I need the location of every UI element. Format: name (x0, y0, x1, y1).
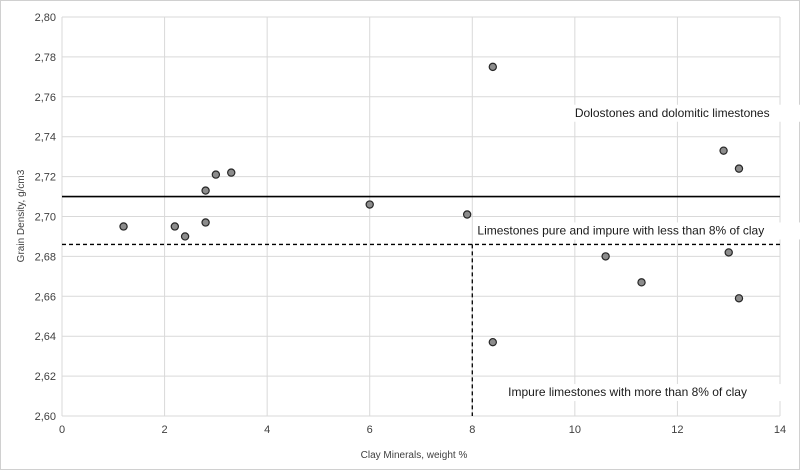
y-tick-label: 2,78 (35, 52, 56, 64)
data-point (719, 146, 728, 155)
y-tick-label: 2,60 (35, 411, 56, 423)
x-axis-title: Clay Minerals, weight % (361, 450, 468, 461)
data-point (488, 62, 497, 72)
x-tick-label: 12 (671, 424, 683, 436)
data-point (119, 222, 128, 231)
x-tick-label: 10 (569, 424, 581, 436)
data-point (227, 168, 236, 177)
x-tick-label: 0 (59, 424, 65, 436)
y-tick-label: 2,66 (35, 291, 56, 303)
x-tick-label: 14 (774, 424, 786, 436)
data-point (724, 248, 733, 257)
x-tick-labels: 0 2 4 6 8 10 12 14 (59, 424, 786, 436)
y-tick-label: 2,80 (35, 12, 56, 24)
reference-lines (62, 195, 780, 416)
x-tick-label: 2 (162, 424, 168, 436)
data-point (211, 170, 221, 179)
data-point (180, 232, 190, 241)
y-tick-label: 2,62 (35, 371, 56, 383)
data-point (201, 218, 210, 227)
y-tick-labels: 2,60 2,62 2,64 2,66 2,68 2,70 2,72 2,74 2,76 2,78… (35, 12, 56, 423)
data-point (462, 210, 472, 219)
data-point (734, 164, 744, 173)
annotation-background (570, 104, 800, 122)
annotation-background (473, 222, 800, 240)
y-tick-label: 2,68 (35, 251, 56, 263)
annotation-label: Impure limestones with more than 8% of c… (508, 385, 747, 399)
y-tick-label: 2,74 (35, 132, 56, 144)
y-axis-title: Grain Density, g/cm3 (16, 169, 27, 262)
data-point (365, 200, 374, 209)
x-tick-label: 8 (469, 424, 475, 436)
data-point (170, 222, 180, 231)
annotations: Dolostones and dolomitic limestones Limes… (473, 104, 800, 402)
data-points (119, 62, 744, 347)
data-point (488, 337, 497, 347)
data-point (734, 294, 744, 303)
data-point (201, 186, 210, 195)
x-tick-label: 6 (367, 424, 373, 436)
grid (61, 16, 781, 417)
data-point (637, 278, 646, 287)
y-tick-label: 2,70 (35, 212, 56, 224)
annotation-label: Dolostones and dolomitic limestones (575, 106, 770, 120)
y-tick-label: 2,64 (35, 331, 56, 343)
y-tick-label: 2,72 (35, 172, 56, 184)
x-tick-label: 4 (264, 424, 270, 436)
annotation-label: Limestones pure and impure with less tha… (477, 223, 764, 237)
y-tick-label: 2,76 (35, 92, 56, 104)
data-point (601, 252, 610, 261)
annotation-background (504, 384, 788, 402)
